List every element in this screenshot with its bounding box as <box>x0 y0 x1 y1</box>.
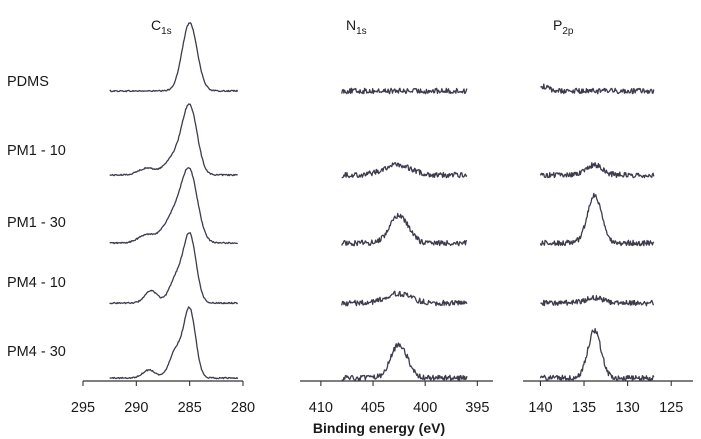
sample-label-1: PDMS <box>7 74 49 90</box>
x-axis-label: Binding energy (eV) <box>313 420 445 436</box>
spectrum-n-2 <box>342 163 467 178</box>
panel-title: N1s <box>346 17 367 37</box>
spectrum-p-4 <box>540 296 653 306</box>
spectrum-n-5 <box>342 343 467 381</box>
spectrum-c-3 <box>110 168 238 244</box>
sample-labels-layer: PDMS PM1 - 10 PM1 - 30 PM4 - 10 PM4 - 30 <box>7 74 66 360</box>
x-tick-label: 285 <box>178 400 202 416</box>
x-tick-label: 135 <box>572 400 596 416</box>
spectrum-n-4 <box>342 291 467 306</box>
x-tick-label: 280 <box>231 400 255 416</box>
spectrum-p-5 <box>540 329 653 381</box>
spectrum-c-1 <box>110 23 238 92</box>
x-tick-label: 400 <box>413 400 437 416</box>
sample-label-5: PM4 - 30 <box>7 344 66 360</box>
spectrum-n-1 <box>342 88 467 93</box>
x-tick-label: 410 <box>309 400 333 416</box>
x-tick-label: 395 <box>465 400 489 416</box>
panels-layer: C1s 295 290 285 280 N1s 410 405 400 395 P2p 140 135 1… <box>71 17 693 416</box>
x-tick-label: 290 <box>124 400 148 416</box>
sample-label-3: PM1 - 30 <box>7 215 66 231</box>
spectrum-n-3 <box>342 214 467 246</box>
spectrum-c-2 <box>110 104 238 176</box>
x-tick-label: 140 <box>528 400 552 416</box>
spectrum-c-5 <box>110 307 238 379</box>
spectrum-p-2 <box>540 163 653 178</box>
x-tick-label: 295 <box>71 400 95 416</box>
spectrum-p-3 <box>540 193 653 245</box>
panel-c1s: C1s 295 290 285 280 <box>71 17 255 416</box>
x-tick-label: 405 <box>361 400 385 416</box>
sample-label-2: PM1 - 10 <box>7 143 66 159</box>
panel-p2p: P2p 140 135 130 125 <box>523 17 693 416</box>
panel-n1s: N1s 410 405 400 395 <box>300 17 493 416</box>
panel-title: C1s <box>151 17 172 37</box>
panel-title: P2p <box>553 17 574 37</box>
spectrum-p-1 <box>540 84 653 94</box>
sample-label-4: PM4 - 10 <box>7 275 66 291</box>
x-tick-label: 130 <box>616 400 640 416</box>
x-tick-label: 125 <box>659 400 683 416</box>
